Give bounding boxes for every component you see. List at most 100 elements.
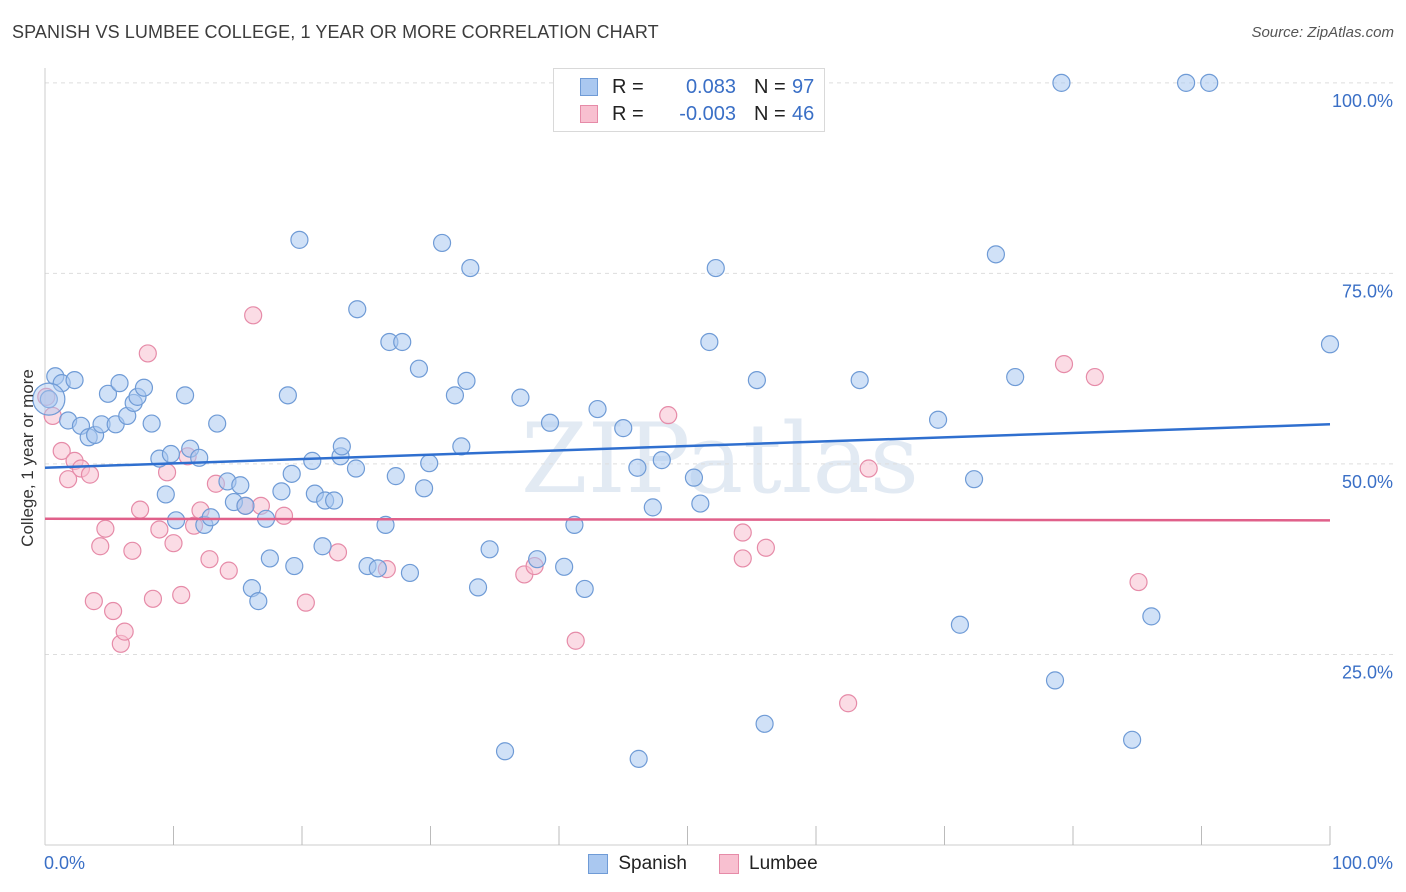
lumbee-point (104, 601, 123, 621)
lumbee-point (164, 534, 183, 553)
spanish-point (420, 454, 439, 473)
r-label: R = (612, 75, 644, 98)
spanish-point (303, 451, 322, 470)
lumbee-point (80, 465, 100, 484)
spanish-point (368, 559, 387, 578)
lumbee-point (1054, 354, 1074, 374)
source-credit: Source: ZipAtlas.com (1251, 24, 1394, 41)
n-label: N = (754, 102, 786, 125)
x-tick-label: 0.0% (44, 853, 85, 873)
spanish-point (1200, 73, 1219, 92)
spanish-point (468, 578, 488, 597)
spanish-point (142, 414, 161, 433)
lumbee-point (244, 306, 263, 325)
spanish-point (386, 467, 405, 486)
legend-label-lumbee: Lumbee (749, 853, 818, 874)
lumbee-trend-line (44, 517, 1331, 522)
spanish-point (706, 258, 725, 278)
stats-legend: R = 0.083 N = 97 R = -0.003 N = 46 (553, 68, 825, 132)
legend-row-spanish: R = 0.083 N = 97 (580, 75, 814, 99)
spanish-point (1045, 671, 1065, 690)
lumbee-point (733, 523, 752, 542)
legend-item-spanish[interactable]: Spanish (588, 853, 687, 875)
spanish-point (1142, 607, 1161, 626)
spanish-point (260, 549, 279, 568)
spanish-point (614, 419, 633, 438)
n-value: 97 (792, 75, 815, 98)
spanish-point (201, 508, 220, 527)
spanish-point (755, 714, 774, 733)
spanish-point (409, 359, 429, 378)
spanish-point (684, 468, 704, 487)
spanish-point (432, 233, 452, 253)
lumbee-point (328, 543, 348, 562)
spanish-point (249, 592, 268, 611)
spanish-point (445, 386, 465, 405)
spanish-point (986, 245, 1006, 264)
lumbee-point (219, 561, 238, 580)
lumbee-point (52, 441, 71, 461)
lumbee-point (115, 622, 134, 641)
lumbee-point (172, 585, 191, 605)
spanish-point (134, 378, 154, 397)
spanish-point (166, 511, 186, 530)
spanish-point (332, 437, 351, 456)
spanish-point (346, 459, 366, 478)
spanish-point (555, 557, 574, 576)
chart-title: SPANISH VS LUMBEE COLLEGE, 1 YEAR OR MOR… (12, 22, 659, 42)
spanish-point (231, 476, 250, 495)
spanish-point (400, 563, 420, 583)
spanish-point (480, 540, 499, 559)
spanish-point (39, 390, 58, 409)
lumbee-point (150, 520, 169, 539)
lumbee-point (296, 593, 315, 612)
spanish-point (161, 444, 181, 464)
spanish-point (1176, 73, 1196, 92)
lumbee-point (200, 550, 219, 569)
spanish-swatch (580, 78, 598, 96)
spanish-point (98, 384, 118, 403)
spanish-point (290, 230, 309, 249)
y-tick-label: 25.0% (1342, 662, 1393, 682)
spanish-point (643, 498, 662, 517)
spanish-point (1006, 367, 1025, 387)
spanish-point (575, 579, 594, 599)
lumbee-point (756, 538, 775, 557)
spanish-point (236, 496, 255, 515)
legend-row-lumbee: R = -0.003 N = 46 (580, 102, 814, 126)
spanish-point (1123, 730, 1142, 749)
spanish-point (110, 374, 129, 393)
spanish-point (850, 370, 869, 390)
lumbee-point (84, 592, 103, 611)
spanish-point (928, 410, 948, 429)
y-axis-label: College, 1 year or more (18, 369, 37, 547)
spanish-point (950, 615, 970, 634)
r-label: R = (612, 102, 644, 125)
lumbee-point (138, 344, 157, 363)
spanish-point (528, 550, 547, 569)
lumbee-point (1085, 367, 1104, 387)
spanish-point (588, 399, 607, 419)
lumbee-point (96, 519, 115, 538)
spanish-point (700, 332, 719, 352)
spanish-point (1320, 335, 1340, 354)
spanish-point (457, 371, 476, 390)
lumbee-point (59, 470, 78, 489)
series-legend: Spanish Lumbee (0, 852, 1406, 876)
r-value: -0.003 (679, 102, 736, 125)
spanish-point (156, 485, 175, 504)
spanish-point (461, 258, 480, 278)
spanish-point (652, 451, 671, 470)
spanish-point (414, 479, 434, 498)
lumbee-point (130, 500, 150, 519)
spanish-point (285, 556, 304, 576)
spanish-point (540, 413, 560, 432)
spanish-point (272, 482, 291, 501)
spanish-point (175, 386, 195, 405)
n-label: N = (754, 75, 786, 98)
lumbee-swatch (580, 105, 598, 123)
spanish-point (325, 491, 344, 510)
legend-item-lumbee[interactable]: Lumbee (719, 853, 818, 875)
lumbee-point (859, 459, 878, 478)
spanish-point (691, 494, 710, 513)
